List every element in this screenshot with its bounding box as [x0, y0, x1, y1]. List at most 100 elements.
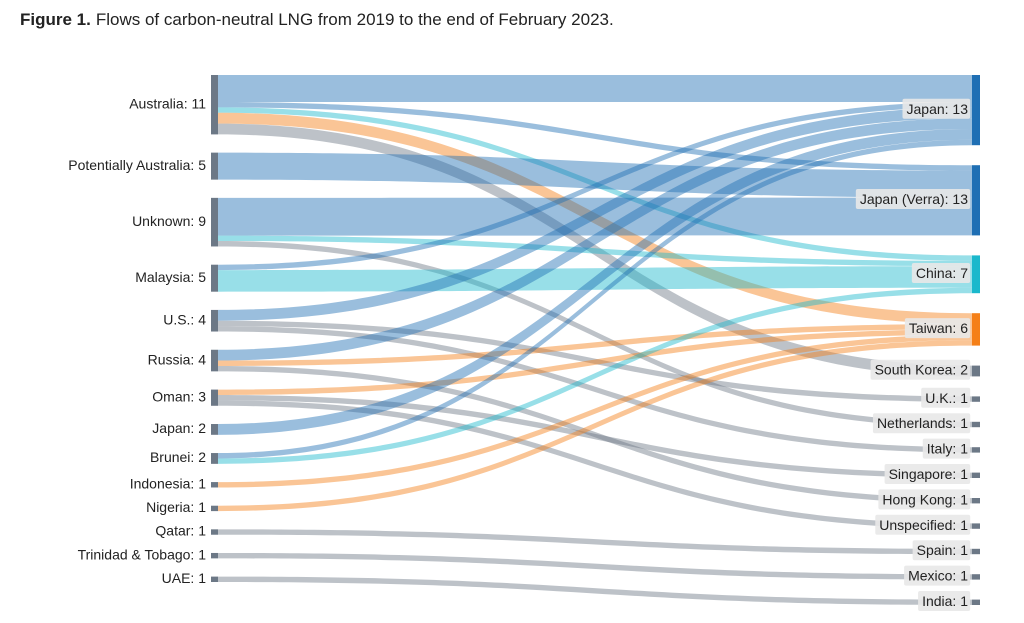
link: [218, 139, 972, 459]
source-label: Japan: 2: [152, 420, 206, 436]
label-background: [875, 514, 971, 535]
source-node: [211, 75, 218, 135]
link: [218, 529, 972, 555]
label-background: [921, 387, 971, 408]
source-label: Trinidad & Tobago: 1: [78, 546, 207, 562]
target-label: Taiwan: 6: [909, 320, 968, 336]
source-label: Indonesia: 1: [130, 475, 206, 491]
source-label: Oman: 3: [152, 388, 206, 404]
title-text: Flows of carbon-neutral LNG from 2019 to…: [95, 10, 614, 29]
source-label: Potentially Australia: 5: [68, 157, 206, 173]
link: [218, 102, 972, 171]
source-node: [211, 576, 218, 582]
source-node: [211, 197, 218, 247]
link: [218, 576, 972, 605]
label-background: [912, 540, 971, 561]
link: [218, 340, 972, 512]
source-label: Australia: 11: [129, 95, 206, 111]
source-node: [211, 505, 218, 512]
source-node: [211, 453, 218, 464]
source-node: [211, 309, 218, 332]
link: [218, 129, 972, 435]
target-label: U.K.: 1: [925, 390, 968, 406]
link: [218, 235, 972, 267]
chart-title: Figure 1. Flows of carbon-neutral LNG fro…: [20, 10, 614, 30]
target-node: [972, 313, 980, 346]
source-label: Malaysia: 5: [135, 269, 206, 285]
title-lead: Figure 1.: [20, 10, 91, 29]
target-node: [972, 255, 980, 294]
link: [218, 241, 972, 428]
links: [218, 75, 972, 605]
link: [218, 552, 972, 580]
target-node: [972, 472, 980, 478]
source-node: [211, 349, 218, 372]
target-node: [972, 574, 980, 580]
target-node: [972, 75, 980, 146]
label-background: [902, 98, 971, 119]
target-label: Netherlands: 1: [877, 415, 968, 431]
link: [218, 324, 972, 366]
source-node: [211, 529, 218, 535]
link: [218, 197, 972, 236]
target-label: Hong Kong: 1: [882, 491, 968, 507]
source-label: Unknown: 9: [132, 213, 206, 229]
link: [218, 287, 972, 464]
target-label: India: 1: [922, 593, 968, 609]
link: [218, 320, 972, 402]
source-label: Brunei: 2: [150, 449, 206, 465]
link: [218, 266, 972, 292]
label-background: [872, 413, 971, 434]
link: [218, 394, 972, 478]
label-background: [904, 318, 971, 339]
link: [218, 102, 972, 271]
link: [218, 107, 972, 321]
label-background: [870, 359, 971, 380]
target-label: China: 7: [916, 265, 968, 281]
link: [218, 107, 972, 261]
target-label: Italy: 1: [927, 441, 968, 457]
target-node: [972, 365, 980, 377]
source-label: UAE: 1: [162, 570, 207, 586]
label-background: [855, 189, 971, 210]
target-label: South Korea: 2: [875, 362, 969, 378]
link: [218, 400, 972, 529]
target-node: [972, 498, 980, 504]
target-node: [972, 548, 980, 555]
label-background: [878, 489, 971, 510]
source-node: [211, 482, 218, 488]
link: [218, 152, 972, 198]
target-label: Mexico: 1: [908, 568, 968, 584]
link: [218, 329, 972, 395]
source-label: Russia: 4: [148, 351, 207, 367]
link: [218, 365, 972, 504]
label-background: [922, 438, 971, 459]
label-background: [884, 464, 971, 485]
target-label: Japan (Verra): 13: [860, 191, 968, 207]
target-node: [972, 447, 980, 453]
target-node: [972, 421, 980, 428]
source-node: [211, 424, 218, 435]
link: [218, 75, 972, 102]
target-node: [972, 523, 980, 529]
source-node: [211, 389, 218, 406]
link: [218, 326, 972, 453]
target-node: [972, 396, 980, 402]
target-label: Japan: 13: [907, 101, 969, 117]
label-background: [904, 565, 971, 586]
target-node: [972, 599, 980, 605]
source-node: [211, 152, 218, 180]
source-node: [211, 552, 218, 559]
source-label: Nigeria: 1: [146, 499, 206, 515]
target-label: Spain: 1: [917, 542, 969, 558]
link: [218, 334, 972, 488]
target-node: [972, 165, 980, 236]
link: [218, 118, 972, 361]
source-label: U.S.: 4: [163, 311, 206, 327]
source-label: Qatar: 1: [155, 523, 206, 539]
link: [218, 112, 972, 324]
source-node: [211, 264, 218, 292]
link: [218, 123, 972, 377]
